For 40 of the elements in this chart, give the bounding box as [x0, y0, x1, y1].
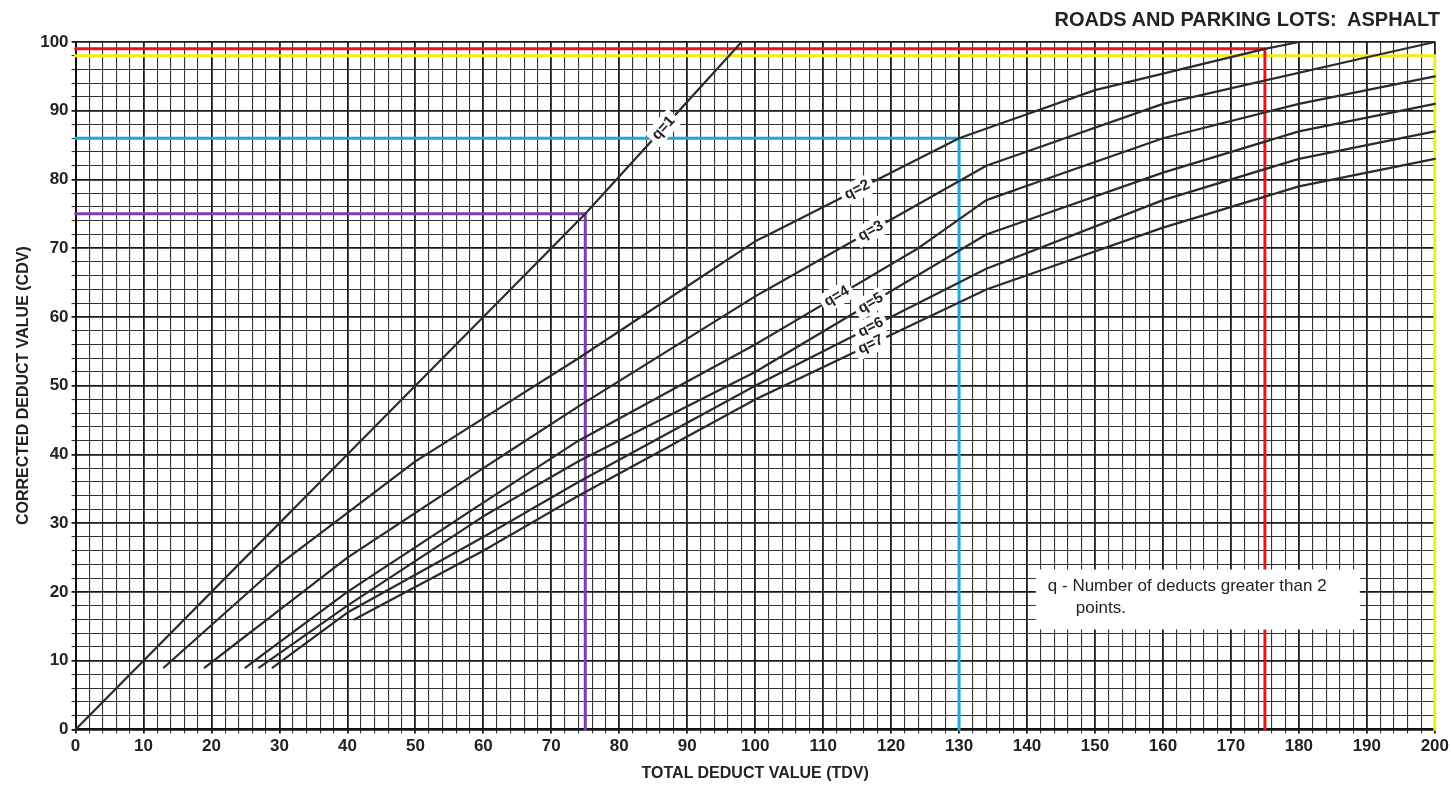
x-tick-label: 180 — [1284, 736, 1314, 756]
x-tick-label: 20 — [202, 736, 221, 756]
y-tick-label: 60 — [49, 306, 69, 326]
chart-title: ROADS AND PARKING LOTS: ASPHALT — [1054, 7, 1440, 30]
x-axis-title: TOTAL DEDUCT VALUE (TDV) — [641, 763, 869, 781]
y-tick-label: 10 — [49, 650, 69, 670]
x-tick-label: 80 — [609, 736, 629, 756]
x-tick-label: 120 — [876, 736, 906, 756]
x-tick-label: 170 — [1216, 736, 1246, 756]
x-tick-label: 140 — [1012, 736, 1042, 756]
y-tick-label: 90 — [49, 100, 69, 120]
y-tick-label: 0 — [59, 719, 69, 739]
x-tick-label: 130 — [944, 736, 974, 756]
y-tick-label: 70 — [49, 237, 69, 257]
y-tick-label: 100 — [40, 31, 69, 51]
y-tick-label: 30 — [49, 512, 69, 532]
x-tick-label: 200 — [1420, 736, 1450, 756]
text: q=4 — [820, 280, 853, 310]
x-tick-label: 70 — [541, 736, 561, 756]
y-tick-label: 80 — [49, 169, 69, 189]
x-tick-label: 100 — [741, 736, 770, 756]
y-tick-label: 50 — [49, 375, 69, 395]
text: q=1 — [647, 111, 678, 143]
annotation: q - Number of deducts greater than 2 points. — [1047, 575, 1327, 617]
text: q=2 — [840, 175, 873, 203]
x-tick-label: 50 — [405, 736, 425, 756]
y-axis-title: CORRECTED DEDUCT VALUE (CDV) — [14, 246, 32, 526]
x-tick-label: 160 — [1148, 736, 1178, 756]
x-tick-label: 10 — [134, 736, 153, 756]
y-tick-label: 40 — [49, 444, 69, 464]
x-tick-label: 190 — [1352, 736, 1382, 756]
x-tick-label: 90 — [677, 736, 697, 756]
x-tick-label: 60 — [473, 736, 493, 756]
x-tick-label: 110 — [809, 736, 837, 756]
text: q=5 — [854, 288, 886, 317]
x-tick-label: 40 — [337, 736, 357, 756]
x-tick-label: 150 — [1080, 736, 1110, 756]
x-tick-label: 30 — [269, 736, 289, 756]
y-tick-label: 20 — [49, 581, 69, 601]
text: q=3 — [854, 215, 886, 244]
